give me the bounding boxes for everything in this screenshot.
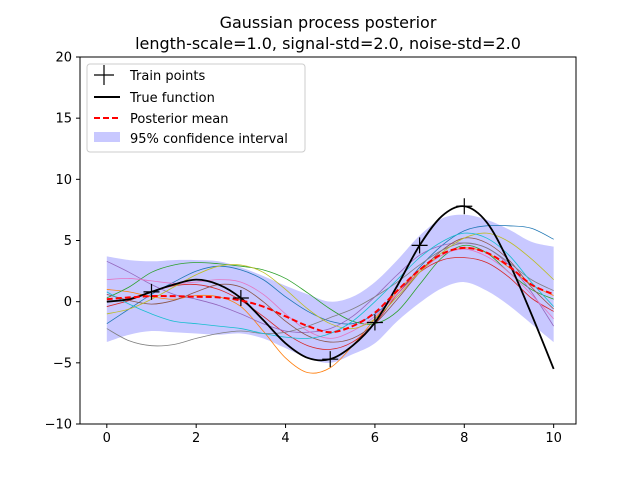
train-point-4 <box>366 314 383 331</box>
legend-ci-label: 95% confidence interval <box>130 132 288 147</box>
legend-ci-swatch <box>94 132 120 142</box>
confidence-band <box>106 214 554 363</box>
train-point-3 <box>322 351 339 368</box>
posterior-sample-10 <box>106 232 554 339</box>
x-tick-label: 6 <box>371 431 379 446</box>
legend-train-marker <box>94 65 114 85</box>
y-tick-label: 0 <box>64 295 72 310</box>
legend: Train points True function Posterior mea… <box>86 63 306 153</box>
posterior-sample-6 <box>106 237 554 343</box>
chart-title: Gaussian process posterior <box>220 13 437 32</box>
posterior-mean-line <box>106 246 555 334</box>
legend-train-label: Train points <box>129 69 205 84</box>
y-tick-label: 20 <box>55 51 72 66</box>
x-tick-label: 2 <box>192 431 200 446</box>
legend-box <box>86 63 306 153</box>
train-point-2 <box>232 289 249 306</box>
plot-area <box>106 198 555 374</box>
y-tick-label: 15 <box>55 112 72 127</box>
train-point-5 <box>411 237 428 254</box>
posterior-sample-1 <box>106 224 554 325</box>
axes: 0 2 4 6 8 10 −10 −5 0 5 10 15 20 <box>45 51 562 447</box>
x-tick-label: 0 <box>103 431 111 446</box>
legend-mean-label: Posterior mean <box>130 112 228 127</box>
train-point-1 <box>143 283 160 300</box>
chart-subtitle: length-scale=1.0, signal-std=2.0, noise-… <box>135 34 521 53</box>
y-tick-label: 5 <box>64 234 72 249</box>
train-point-6 <box>456 198 473 215</box>
y-tick-label: −5 <box>53 356 72 371</box>
legend-true-label: True function <box>129 91 215 106</box>
x-tick-label: 8 <box>460 431 468 446</box>
x-tick-label: 4 <box>281 431 289 446</box>
y-tick-label: 10 <box>55 173 72 188</box>
posterior-sample-8 <box>106 242 554 347</box>
posterior-sample-3 <box>106 244 554 325</box>
y-tick-label: −10 <box>45 418 72 433</box>
x-tick-label: 10 <box>545 431 562 446</box>
posterior-sample-4 <box>106 257 554 350</box>
